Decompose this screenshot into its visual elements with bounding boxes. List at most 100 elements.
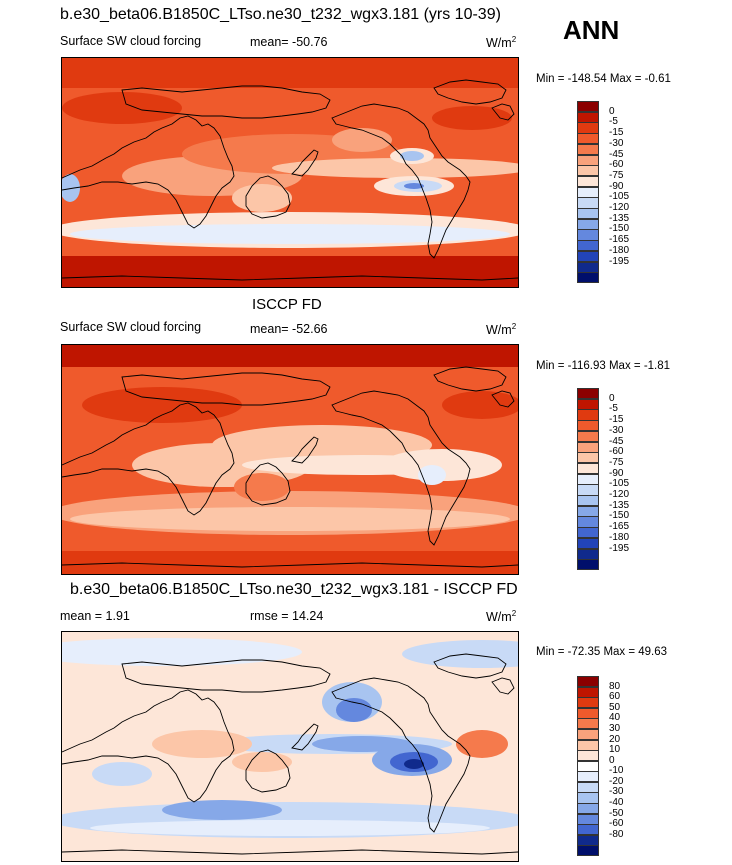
field-contour-region (456, 730, 508, 758)
colorbar-tick-label: 20 (609, 733, 621, 745)
colorbar-tick-label: -45 (609, 148, 624, 160)
colorbar-tick-label: -180 (609, 531, 630, 543)
colorbar-cell (577, 111, 599, 123)
panel3-mean-label: mean = 1.91 (60, 609, 130, 623)
colorbar-cell (577, 781, 599, 793)
field-contour-region (62, 174, 80, 202)
field-contour-region (332, 128, 392, 152)
colorbar-cell (577, 824, 599, 836)
colorbar-cell (577, 409, 599, 421)
colorbar-tick-label: 10 (609, 744, 621, 756)
colorbar-cell (577, 845, 599, 857)
colorbar-cell (577, 697, 599, 709)
colorbar-cell (577, 175, 599, 188)
panel2-mean-label: mean= -52.66 (250, 322, 328, 336)
coastline (331, 390, 471, 546)
main-title: b.e30_beta06.B1850C_LTso.ne30_t232_wgx3.… (60, 6, 501, 23)
coastline (62, 689, 235, 803)
colorbar-cell (577, 186, 599, 198)
colorbar-tick-label: -135 (609, 499, 630, 511)
colorbar-cell (577, 527, 599, 539)
colorbar-tick-label: -150 (609, 510, 630, 522)
colorbar-cell (577, 122, 599, 134)
field-contour-region (90, 820, 490, 836)
colorbar-cell (577, 388, 599, 400)
panel1-units: W/m2 (486, 35, 517, 51)
colorbar-cell (577, 473, 599, 485)
field-contour-region (70, 507, 510, 531)
colorbar-cell (577, 718, 599, 730)
coastline (121, 372, 331, 406)
colorbar-tick-label: -105 (609, 478, 630, 490)
field-contour-region (400, 151, 424, 161)
field-contour-region (272, 158, 518, 178)
field-contour-region (62, 58, 518, 88)
colorbar-tick-label: -5 (609, 116, 618, 128)
field-contour-region (62, 638, 302, 666)
colorbar-cell (577, 505, 599, 517)
panel2-colorbar: 0 -5 -15 -30 -45 -60 -75 -90 -105 -120 -135 -150 -16… (577, 388, 629, 571)
colorbar-cell (577, 272, 599, 284)
coastline (121, 85, 331, 119)
colorbar-tick-label: -195 (609, 542, 630, 554)
colorbar-cell (577, 143, 599, 156)
colorbar-tick-label: -30 (609, 786, 624, 798)
coastline (331, 677, 471, 833)
field-contour-region (152, 730, 252, 758)
colorbar-cell (577, 707, 599, 719)
field-contour-region (404, 183, 424, 189)
coastline (291, 149, 319, 177)
panel3-units: W/m2 (486, 609, 517, 625)
colorbar-cell (577, 154, 599, 166)
colorbar-tick-label: 0 (609, 105, 615, 117)
colorbar-cell (577, 133, 599, 145)
season-label: ANN (563, 15, 620, 45)
colorbar-tick-label: -180 (609, 244, 630, 256)
coastline (433, 366, 507, 392)
colorbar-tick-label: -60 (609, 159, 624, 171)
field-contour-region (418, 465, 446, 485)
colorbar-tick-label: -150 (609, 223, 630, 235)
coastline (331, 103, 471, 259)
colorbar-tick-label: 0 (609, 754, 615, 766)
coastline (62, 115, 235, 229)
field-contour-region (212, 425, 432, 465)
colorbar-cell (577, 676, 599, 688)
colorbar-tick-label: -15 (609, 414, 624, 426)
colorbar-tick-label: -135 (609, 212, 630, 224)
colorbar-cell (577, 484, 599, 496)
colorbar-cell (577, 813, 599, 825)
colorbar-cell (577, 686, 599, 698)
colorbar-cell (577, 771, 599, 783)
colorbar-cell (577, 240, 599, 252)
coastline (291, 723, 319, 751)
colorbar-cell (577, 728, 599, 741)
coastline (491, 677, 515, 695)
colorbar-cell (577, 441, 599, 453)
colorbar-tick-label: -5 (609, 403, 618, 415)
panel2-units: W/m2 (486, 322, 517, 338)
colorbar-tick-label: -75 (609, 169, 624, 181)
model-map-field (62, 58, 518, 287)
field-contour-region (62, 256, 518, 287)
colorbar-tick-label: -75 (609, 456, 624, 468)
colorbar-tick-label: -90 (609, 180, 624, 192)
colorbar-tick-label: -105 (609, 191, 630, 203)
colorbar-tick-label: 80 (609, 680, 621, 692)
colorbar-tick-label: -165 (609, 521, 630, 533)
colorbar-cell (577, 803, 599, 815)
colorbar-cell (577, 559, 599, 571)
colorbar-tick-label: 0 (609, 392, 615, 404)
colorbar-cell (577, 101, 599, 113)
colorbar-cell (577, 516, 599, 528)
colorbar-tick-label: -45 (609, 435, 624, 447)
colorbar-tick-label: -15 (609, 127, 624, 139)
colorbar-tick-label: -30 (609, 137, 624, 149)
colorbar-cell (577, 760, 599, 772)
field-contour-region (232, 752, 292, 772)
panel1-colorbar: 0 -5 -15 -30 -45 -60 -75 -90 -105 -120 -135 -150 -16… (577, 101, 629, 284)
colorbar-tick-label: -10 (609, 765, 624, 777)
field-contour-region (70, 224, 510, 244)
colorbar-cell (577, 208, 599, 220)
colorbar-cell (577, 739, 599, 751)
